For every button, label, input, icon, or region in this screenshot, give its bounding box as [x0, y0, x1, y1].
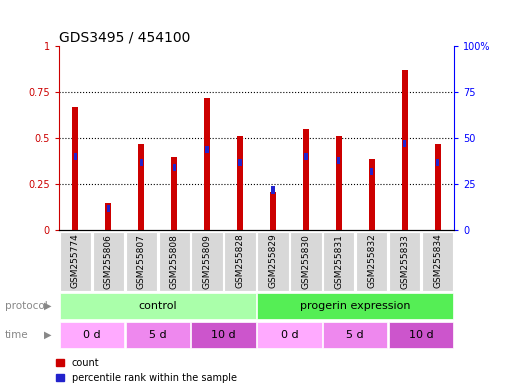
- Text: progerin expression: progerin expression: [300, 301, 410, 311]
- Text: GSM255833: GSM255833: [400, 234, 409, 288]
- Text: GSM255808: GSM255808: [170, 234, 179, 288]
- Bar: [436, 159, 439, 166]
- Text: time: time: [5, 330, 29, 340]
- Bar: [74, 153, 77, 161]
- Bar: [105, 203, 111, 230]
- Text: control: control: [139, 301, 177, 311]
- Bar: [72, 107, 78, 230]
- Text: 5 d: 5 d: [346, 330, 364, 340]
- Text: ▶: ▶: [44, 301, 51, 311]
- Bar: [172, 164, 176, 171]
- Bar: [258, 322, 322, 348]
- Bar: [422, 232, 453, 291]
- Text: 10 d: 10 d: [211, 330, 236, 340]
- Bar: [304, 153, 307, 161]
- Bar: [271, 186, 274, 194]
- Text: GSM255829: GSM255829: [268, 234, 278, 288]
- Text: GSM255831: GSM255831: [334, 234, 343, 288]
- Bar: [139, 144, 144, 230]
- Bar: [270, 192, 276, 230]
- Bar: [369, 159, 374, 230]
- Bar: [237, 136, 243, 230]
- Bar: [171, 157, 177, 230]
- Bar: [336, 136, 342, 230]
- Bar: [107, 205, 110, 212]
- Text: GSM255774: GSM255774: [71, 234, 80, 288]
- Bar: [204, 98, 210, 230]
- Bar: [126, 232, 157, 291]
- Bar: [191, 232, 223, 291]
- Text: 5 d: 5 d: [149, 330, 167, 340]
- Legend: count, percentile rank within the sample: count, percentile rank within the sample: [56, 358, 236, 383]
- Bar: [370, 168, 373, 175]
- Bar: [303, 129, 309, 230]
- Bar: [402, 70, 408, 230]
- Bar: [60, 322, 124, 348]
- Text: 10 d: 10 d: [409, 330, 433, 340]
- Text: GDS3495 / 454100: GDS3495 / 454100: [59, 31, 190, 45]
- Bar: [93, 232, 124, 291]
- Text: GSM255806: GSM255806: [104, 234, 113, 288]
- Bar: [337, 157, 341, 164]
- Text: GSM255830: GSM255830: [301, 234, 310, 288]
- Bar: [239, 159, 242, 166]
- Bar: [206, 146, 209, 153]
- Bar: [290, 232, 322, 291]
- Text: 0 d: 0 d: [281, 330, 298, 340]
- Bar: [323, 322, 387, 348]
- Bar: [191, 322, 255, 348]
- Text: 0 d: 0 d: [83, 330, 101, 340]
- Bar: [258, 293, 453, 319]
- Bar: [258, 232, 289, 291]
- Text: protocol: protocol: [5, 301, 48, 311]
- Bar: [323, 232, 354, 291]
- Bar: [224, 232, 255, 291]
- Bar: [159, 232, 190, 291]
- Bar: [60, 293, 255, 319]
- Text: GSM255834: GSM255834: [433, 234, 442, 288]
- Bar: [126, 322, 190, 348]
- Text: ▶: ▶: [44, 330, 51, 340]
- Text: GSM255807: GSM255807: [137, 234, 146, 288]
- Text: GSM255809: GSM255809: [203, 234, 212, 288]
- Bar: [389, 322, 453, 348]
- Text: GSM255828: GSM255828: [235, 234, 245, 288]
- Bar: [389, 232, 420, 291]
- Bar: [435, 144, 441, 230]
- Bar: [356, 232, 387, 291]
- Bar: [60, 232, 91, 291]
- Text: GSM255832: GSM255832: [367, 234, 376, 288]
- Bar: [403, 140, 406, 147]
- Bar: [140, 159, 143, 166]
